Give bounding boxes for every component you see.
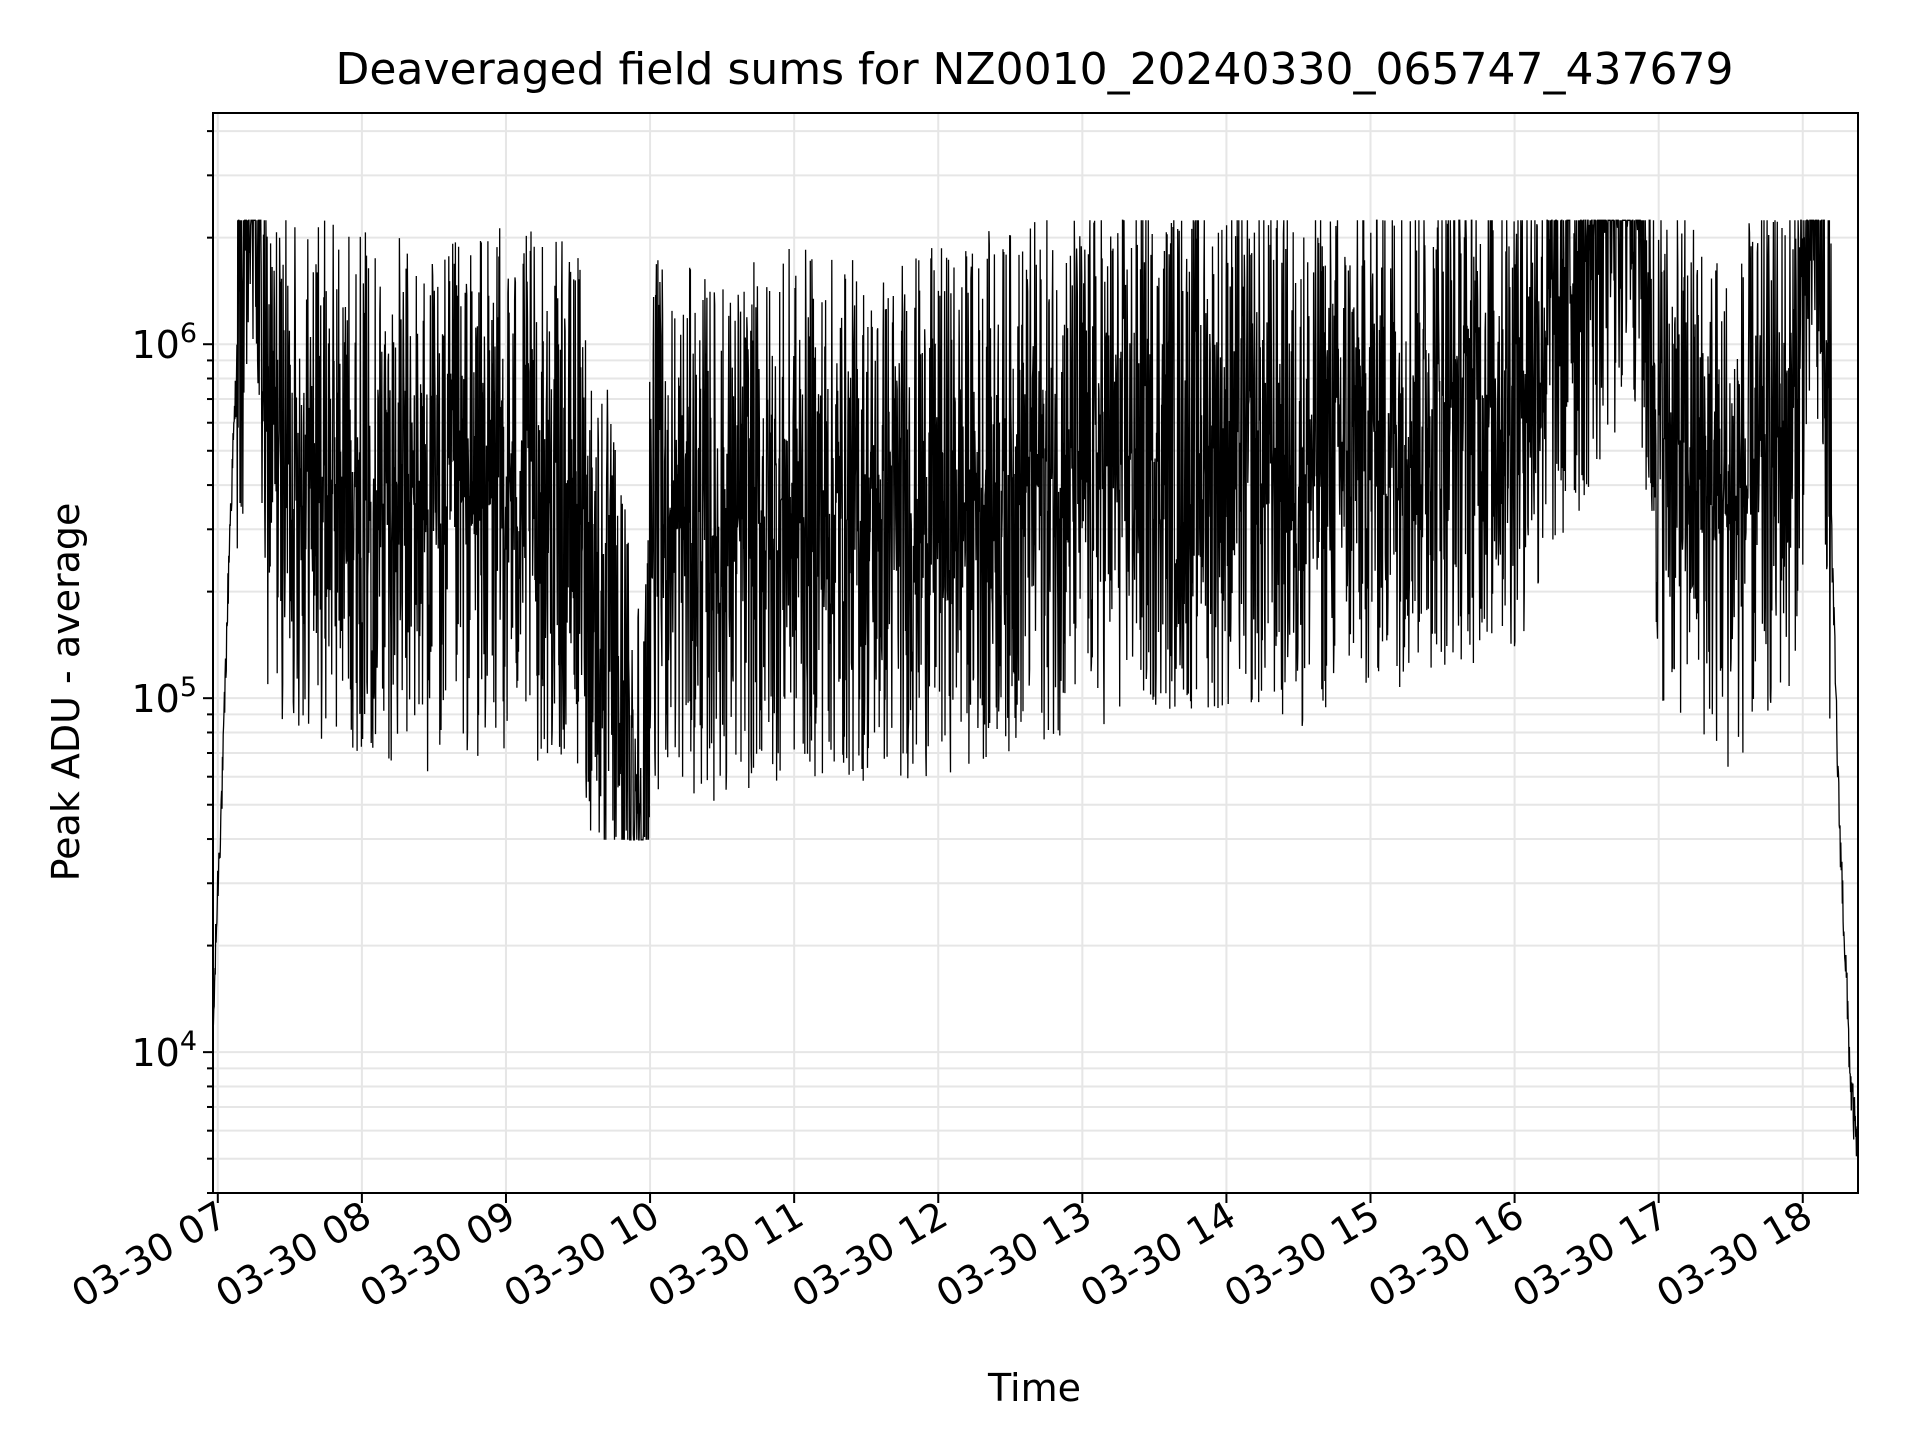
chart-title: Deaveraged field sums for NZ0010_2024033… — [335, 44, 1734, 95]
x-tick-label: 03-30 16 — [1361, 1193, 1531, 1317]
x-tick-label: 03-30 13 — [929, 1193, 1099, 1317]
axes-frame — [212, 112, 1859, 1194]
x-tick-label: 03-30 12 — [785, 1193, 955, 1317]
y-tick-label: 105 — [131, 672, 197, 721]
x-tick-label: 03-30 08 — [208, 1193, 378, 1317]
x-tick-label: 03-30 11 — [641, 1193, 811, 1317]
x-tick-label: 03-30 17 — [1505, 1193, 1675, 1317]
x-tick-label: 03-30 14 — [1073, 1193, 1243, 1317]
x-tick-label: 03-30 18 — [1649, 1193, 1819, 1317]
x-axis-label: Time — [988, 1366, 1081, 1410]
x-tick-label: 03-30 15 — [1217, 1193, 1387, 1317]
series-line — [212, 219, 1859, 1157]
y-tick-label: 104 — [131, 1026, 197, 1075]
data-series — [212, 219, 1859, 1157]
x-tick-label: 03-30 09 — [353, 1193, 523, 1317]
y-tick-label: 106 — [131, 318, 197, 367]
x-tick-label: 03-30 10 — [497, 1193, 667, 1317]
x-tick-label: 03-30 07 — [64, 1193, 234, 1317]
